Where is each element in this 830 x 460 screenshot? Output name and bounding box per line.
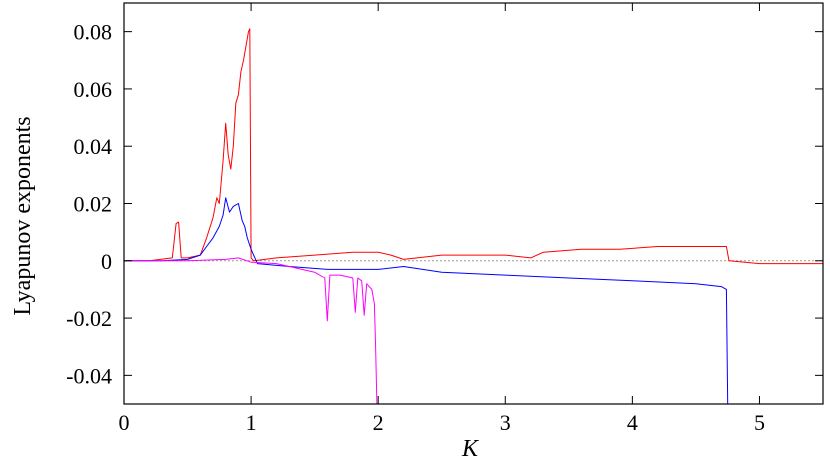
series-line-3 <box>124 257 379 404</box>
plot-frame <box>123 2 824 405</box>
y-tick-label: 0.02 <box>74 192 113 217</box>
x-axis-label: K <box>461 436 480 460</box>
series-line-2 <box>124 197 729 404</box>
y-tick-label: 0 <box>101 249 112 274</box>
x-tick-label: 0 <box>119 410 130 435</box>
tick-layer: 0 1 2 3 4 5 -0.04 -0.02 0 0.02 0.04 0.06 0.08 <box>66 3 823 435</box>
x-tick-label: 1 <box>246 410 257 435</box>
x-tick-label: 4 <box>627 410 638 435</box>
x-tick-label: 5 <box>754 410 765 435</box>
y-axis-label: Lyapunov exponents <box>10 116 36 315</box>
x-tick-label: 3 <box>500 410 511 435</box>
series-line-1 <box>124 28 823 265</box>
y-tick-label: -0.02 <box>66 306 112 331</box>
plot-border <box>123 2 824 405</box>
y-tick-label: 0.08 <box>74 20 113 45</box>
y-tick-label: -0.04 <box>66 363 112 388</box>
y-tick-label: 0.06 <box>74 77 113 102</box>
x-tick-label: 2 <box>373 410 384 435</box>
y-tick-label: 0.04 <box>74 134 113 159</box>
series-layer <box>124 28 823 404</box>
